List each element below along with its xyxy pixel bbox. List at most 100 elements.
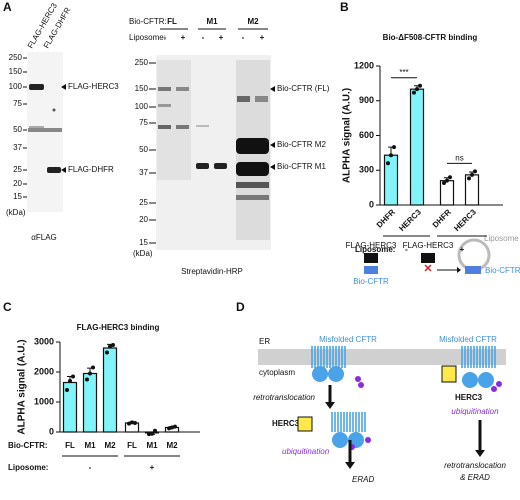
bar [439, 180, 455, 206]
schematic-label: Liposome [484, 234, 519, 243]
data-point [91, 365, 95, 370]
data-point [147, 432, 151, 437]
marker-label: 100 [9, 82, 23, 91]
marker-label: 75 [139, 118, 148, 127]
data-point [412, 90, 416, 95]
data-point [442, 180, 446, 185]
data-point [88, 371, 92, 376]
block-mark [424, 264, 432, 272]
blot [156, 55, 271, 250]
sig-label: *** [399, 68, 408, 77]
y-tick-label: 2000 [34, 366, 54, 376]
chart-title: Bio-ΔF508-CFTR binding [383, 33, 478, 42]
data-point [445, 178, 449, 183]
panel-label: B [340, 0, 349, 14]
x-tick-label: DHFR [431, 207, 453, 229]
schematic-label: FLAG-HERC3 [346, 241, 397, 250]
marker-label: 75 [13, 99, 22, 108]
bar [409, 88, 425, 206]
ubiquitin [365, 437, 371, 443]
data-point [108, 344, 112, 349]
marker-label: 50 [13, 125, 22, 134]
marker-label: 250 [135, 58, 149, 67]
y-axis-label: ALPHA signal (A.U.) [342, 88, 353, 183]
substrate-label: Misfolded CFTR [439, 335, 497, 344]
x-tick-label: M1 [84, 441, 96, 450]
liposome-label: + [260, 33, 265, 42]
step-label: retrotranslocation [444, 461, 506, 470]
band-label: FLAG-DHFR [68, 165, 114, 174]
group-value: - [89, 463, 92, 472]
data-point [467, 176, 471, 181]
group-label: Liposome: [355, 245, 395, 254]
liposome-label: + [219, 33, 224, 42]
y-tick-label: 0 [369, 199, 374, 209]
data-point [150, 431, 154, 436]
construct-label: M2 [247, 17, 259, 26]
blot-caption: αFLAG [31, 233, 57, 242]
construct-label: FL [167, 17, 177, 26]
marker-label: 20 [13, 179, 22, 188]
liposome-label: - [202, 33, 205, 42]
group-label: Liposome: [8, 463, 48, 472]
row-label: Bio-CFTR: [8, 441, 48, 450]
bar [102, 347, 118, 433]
cftr-icon [465, 266, 481, 274]
data-point [418, 83, 422, 88]
schematic-label: FLAG-HERC3 [403, 241, 454, 250]
schematic-label: Bio-CFTR [353, 277, 389, 286]
blot [27, 52, 63, 212]
y-tick-label: 600 [359, 130, 374, 140]
data-point [448, 175, 452, 180]
x-tick-label: FL [127, 441, 137, 450]
x-tick-label: M2 [104, 441, 116, 450]
data-point [415, 87, 419, 92]
data-point [153, 428, 157, 433]
compartment-label: ER [259, 337, 270, 346]
substrate-label: Misfolded CFTR [319, 335, 377, 344]
liposome-label: + [181, 33, 186, 42]
data-point [105, 350, 109, 355]
y-tick-label: 1200 [354, 60, 374, 70]
data-point [71, 374, 75, 379]
schematic-label: Bio-CFTR [485, 266, 520, 275]
data-point [173, 424, 177, 429]
sig-label: ns [455, 154, 463, 163]
marker-label: 37 [13, 143, 22, 152]
marker-label: 37 [139, 168, 148, 177]
membrane [258, 349, 506, 365]
x-tick-label: DHFR [375, 207, 397, 229]
band-label: Bio-CFTR (FL) [277, 84, 330, 93]
data-point [392, 145, 396, 150]
band-label: Bio-CFTR M2 [277, 140, 326, 149]
y-tick-label: 1000 [34, 396, 54, 406]
cftr-icon [364, 266, 378, 274]
data-point [470, 172, 474, 177]
marker-label: 15 [13, 192, 22, 201]
step-label: HERC3 [455, 393, 483, 402]
data-point [473, 169, 477, 174]
chart-title: FLAG-HERC3 binding [77, 323, 160, 332]
data-point [170, 425, 174, 430]
step-label: & ERAD [460, 473, 490, 482]
step-label: retrotranslocation [253, 393, 315, 402]
step-label: ubiquitination [282, 447, 330, 456]
compartment-label: cytoplasm [259, 368, 295, 377]
x-tick-label: FL [65, 441, 75, 450]
data-point [111, 343, 115, 347]
marker-label: 25 [139, 198, 148, 207]
construct-label: M1 [206, 17, 218, 26]
marker-label: 20 [139, 215, 148, 224]
x-tick-label: M1 [146, 441, 158, 450]
step-label: HERC3 [272, 419, 300, 428]
herc3-icon [364, 253, 378, 263]
herc3-icon [297, 416, 313, 432]
ubiquitin [358, 382, 364, 388]
data-point [65, 388, 69, 392]
data-point [85, 377, 89, 382]
y-tick-label: 0 [49, 426, 54, 436]
step-label: ubiquitination [451, 407, 499, 416]
x-tick-label: HERC3 [397, 207, 423, 233]
group-value: + [150, 463, 155, 472]
